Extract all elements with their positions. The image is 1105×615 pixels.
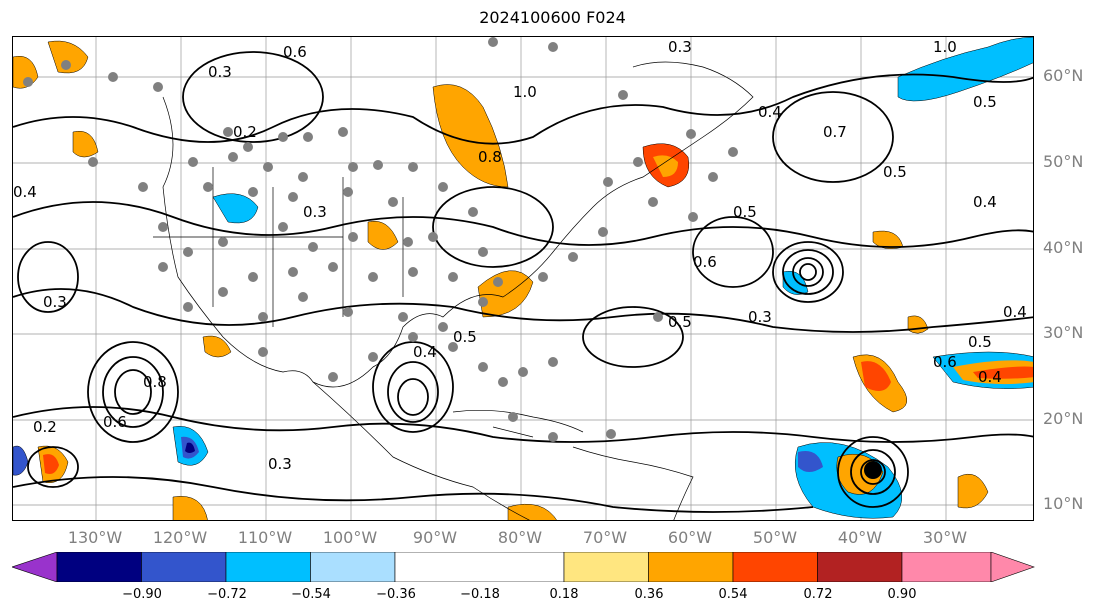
contour-label: 0.8 [143, 373, 167, 391]
contour-label: 0.4 [978, 368, 1002, 386]
contour-label: 0.7 [823, 123, 847, 141]
colorbar-segment [901, 552, 992, 582]
colorbar-tick-label: 0.36 [634, 587, 664, 602]
lon-label-30w: 30°W [922, 528, 968, 547]
lon-label-90w: 90°W [412, 528, 458, 547]
contour-label: 0.2 [33, 418, 57, 436]
colorbar-segment [648, 552, 734, 582]
colorbar-segment [310, 552, 396, 582]
contour-lines [13, 51, 1033, 513]
contour-label: 0.4 [413, 343, 437, 361]
lon-label-110w: 110°W [237, 528, 293, 547]
colorbar-tick-label: −0.54 [291, 587, 331, 602]
colorbar-segment [990, 552, 1035, 582]
contour-label: 0.5 [453, 328, 477, 346]
lon-label-50w: 50°W [752, 528, 798, 547]
colorbar-segment [563, 552, 649, 582]
lat-label-20n: 20°N [1043, 409, 1084, 428]
contour-label: 0.8 [478, 148, 502, 166]
map-title: 2024100600 F024 [479, 8, 626, 27]
lon-label-100w: 100°W [322, 528, 378, 547]
lat-label-40n: 40°N [1043, 238, 1084, 257]
contour-label: 0.5 [733, 203, 757, 221]
colorbar-tick-label: −0.72 [207, 587, 247, 602]
contour-label: 0.6 [933, 353, 957, 371]
lon-label-80w: 80°W [497, 528, 543, 547]
colorbar-segment [12, 552, 58, 582]
lat-label-60n: 60°N [1043, 66, 1084, 85]
contour-label: 0.3 [208, 63, 232, 81]
contour-label: 0.4 [1003, 303, 1027, 321]
colorbar [12, 552, 1035, 582]
lon-label-120w: 120°W [152, 528, 208, 547]
colorbar-tick-label: −0.90 [122, 587, 162, 602]
lat-label-30n: 30°N [1043, 323, 1084, 342]
map-panel: 0.6 0.3 1.0 0.5 0.4 0.7 0.5 0.4 0.8 1.0 … [12, 36, 1034, 521]
lon-label-40w: 40°W [837, 528, 883, 547]
contour-label: 0.3 [43, 293, 67, 311]
contour-label: 0.3 [268, 455, 292, 473]
contour-label: 0.5 [973, 93, 997, 111]
colorbar-segment [225, 552, 311, 582]
contour-label: 0.3 [748, 308, 772, 326]
contour-label: 0.3 [668, 38, 692, 56]
contour-label: 0.4 [13, 183, 37, 201]
contour-label: 0.6 [693, 253, 717, 271]
station-markers [23, 37, 738, 442]
colorbar-tick-label: 0.90 [887, 587, 917, 602]
lon-label-60w: 60°W [667, 528, 713, 547]
colorbar-segment [56, 552, 142, 582]
colorbar-segment [732, 552, 818, 582]
colorbar-tick-label: 0.72 [803, 587, 833, 602]
contour-label: 0.5 [668, 313, 692, 331]
contour-label: 1.0 [513, 83, 537, 101]
map-canvas: 0.6 0.3 1.0 0.5 0.4 0.7 0.5 0.4 0.8 1.0 … [13, 37, 1033, 520]
lat-label-10n: 10°N [1043, 494, 1084, 513]
colorbar-tick-label: −0.36 [376, 587, 416, 602]
contour-label: 0.5 [968, 333, 992, 351]
shaded-anomalies [13, 37, 1033, 520]
contour-label: 0.5 [883, 163, 907, 181]
colorbar-tick-label: 0.18 [549, 587, 579, 602]
colorbar-segment [817, 552, 903, 582]
contour-label: 0.3 [303, 203, 327, 221]
lon-label-70w: 70°W [582, 528, 628, 547]
colorbar-tick-label: 0.54 [718, 587, 748, 602]
lon-label-130w: 130°W [67, 528, 123, 547]
contour-label: 0.6 [103, 413, 127, 431]
contour-label: 0.4 [973, 193, 997, 211]
contour-label: 0.6 [283, 43, 307, 61]
contour-label: 0.2 [233, 123, 257, 141]
contour-label: 0.4 [758, 103, 782, 121]
storm-center-marker [864, 461, 882, 479]
contour-label: 1.0 [933, 38, 957, 56]
contour-label-group: 0.6 0.3 1.0 0.5 0.4 0.7 0.5 0.4 0.8 1.0 … [13, 38, 1027, 473]
colorbar-segment [394, 552, 565, 582]
colorbar-segment [141, 552, 227, 582]
coastlines [153, 61, 754, 520]
lat-label-50n: 50°N [1043, 152, 1084, 171]
colorbar-tick-label: −0.18 [460, 587, 500, 602]
